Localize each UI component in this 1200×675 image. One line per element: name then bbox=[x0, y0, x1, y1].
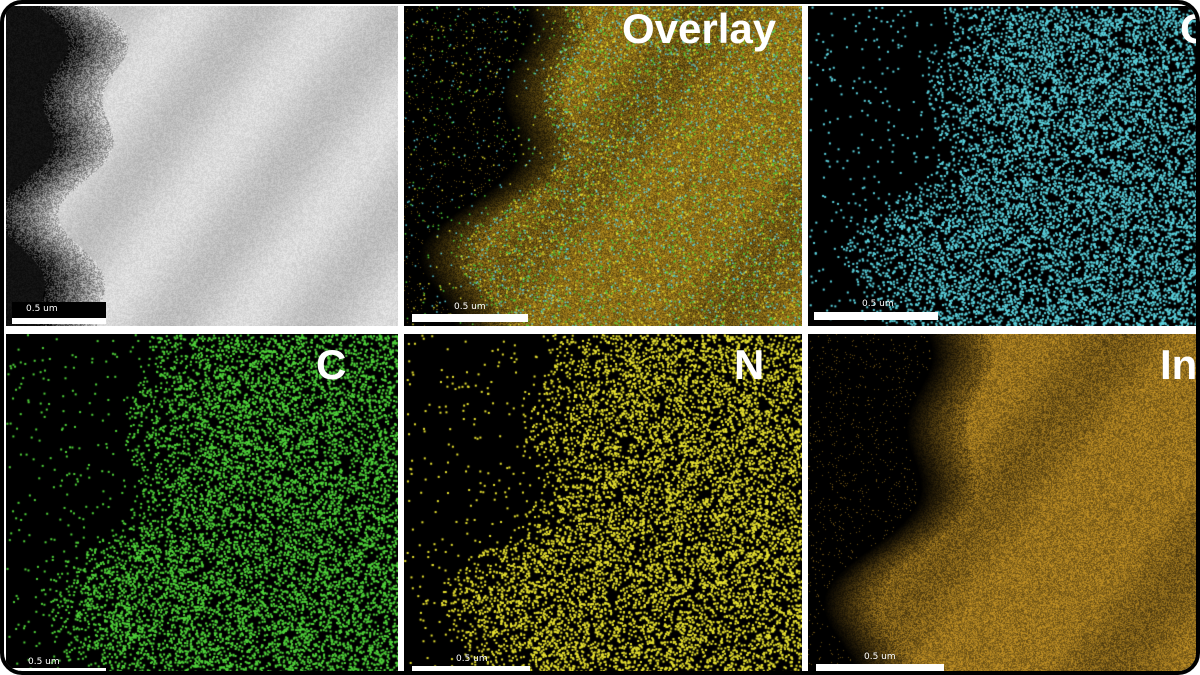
scale-bar-line bbox=[12, 318, 106, 324]
scale-bar bbox=[412, 666, 530, 671]
scale-bar bbox=[814, 312, 938, 320]
scale-bar-label: 0.5 um bbox=[26, 304, 58, 314]
scale-bar-label: 0.5 um bbox=[28, 657, 60, 667]
scale-bar bbox=[816, 664, 944, 671]
panel-label-oxygen: O bbox=[1180, 8, 1196, 50]
scale-bar bbox=[412, 314, 528, 322]
indium-map-panel: In 0.5 um bbox=[808, 334, 1198, 671]
scale-bar bbox=[12, 302, 106, 322]
nitrogen-map bbox=[404, 334, 802, 671]
overlay-map-panel: Overlay 0.5 um bbox=[404, 6, 802, 326]
oxygen-map-panel: O 0.5 um bbox=[808, 6, 1196, 326]
nitrogen-map-panel: N 0.5 um bbox=[404, 334, 802, 671]
scale-bar bbox=[8, 668, 106, 671]
sem-image-panel: 0.5 um bbox=[6, 6, 398, 326]
indium-map bbox=[808, 334, 1196, 671]
scale-bar-label: 0.5 um bbox=[864, 652, 896, 662]
panel-label-overlay: Overlay bbox=[622, 6, 777, 52]
panel-label-nitrogen: N bbox=[734, 341, 765, 388]
carbon-map-panel: C 0.5 um bbox=[6, 334, 398, 671]
panel-label-carbon: C bbox=[316, 341, 347, 388]
panel-label-indium: In bbox=[1160, 341, 1198, 388]
carbon-map bbox=[6, 334, 398, 671]
sem-image bbox=[6, 6, 398, 326]
scale-bar-label: 0.5 um bbox=[862, 299, 894, 309]
oxygen-map bbox=[808, 6, 1196, 326]
overlay-map bbox=[404, 6, 802, 326]
scale-bar-label: 0.5 um bbox=[454, 302, 486, 312]
scale-bar-label: 0.5 um bbox=[456, 654, 488, 664]
